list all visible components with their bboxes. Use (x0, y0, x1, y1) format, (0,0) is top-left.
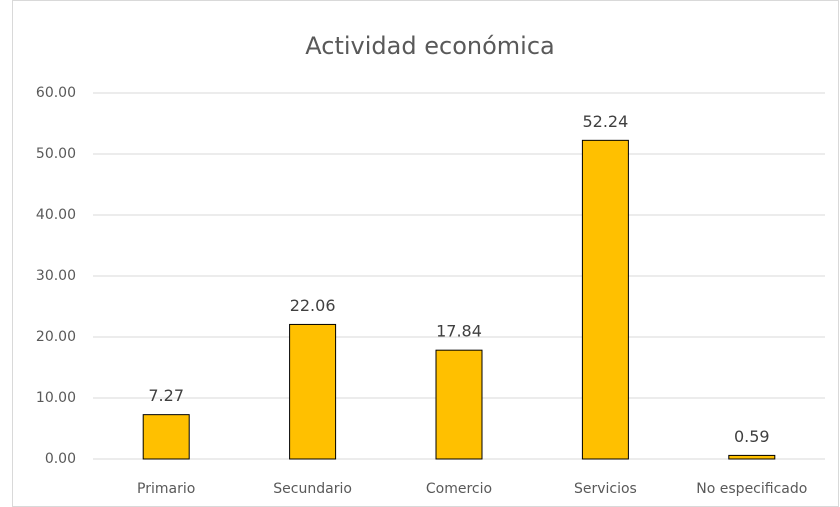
chart-border (12, 0, 839, 507)
y-tick-label: 30.00 (36, 268, 76, 284)
y-tick-label: 10.00 (36, 390, 76, 406)
y-tick-label: 60.00 (36, 85, 76, 101)
x-tick-label: No especificado (696, 481, 807, 497)
data-label: 52.24 (582, 112, 628, 131)
y-tick-label: 50.00 (36, 146, 76, 162)
bar (142, 414, 190, 460)
x-tick-label: Secundario (273, 481, 352, 497)
x-tick-label: Servicios (574, 481, 637, 497)
bar (581, 139, 629, 460)
x-tick-label: Comercio (426, 481, 492, 497)
bar (289, 323, 337, 460)
data-label: 0.59 (734, 427, 770, 446)
bar (728, 454, 776, 460)
data-label: 22.06 (290, 296, 336, 315)
y-tick-label: 20.00 (36, 329, 76, 345)
x-tick-label: Primario (137, 481, 195, 497)
chart-title: Actividad económica (305, 32, 554, 60)
data-label: 7.27 (148, 386, 184, 405)
data-label: 17.84 (436, 322, 482, 341)
y-tick-label: 40.00 (36, 207, 76, 223)
bar (435, 349, 483, 460)
y-tick-label: 0.00 (45, 451, 76, 467)
